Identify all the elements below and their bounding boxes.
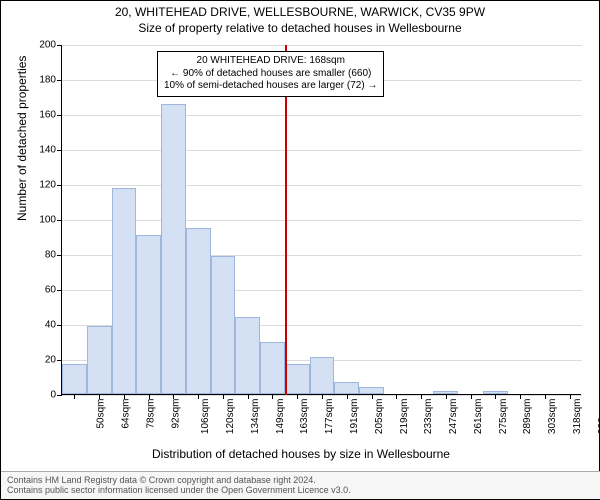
x-tick-label: 318sqm	[572, 399, 583, 435]
grid-line	[62, 185, 582, 186]
y-tick	[57, 80, 62, 81]
x-tick-label: 149sqm	[275, 399, 286, 435]
x-tick	[198, 394, 199, 399]
x-tick	[570, 394, 571, 399]
x-tick	[99, 394, 100, 399]
x-tick-label: 191sqm	[349, 399, 360, 435]
y-tick	[57, 115, 62, 116]
histogram-bar	[285, 364, 310, 394]
x-tick	[446, 394, 447, 399]
y-tick	[57, 45, 62, 46]
chart-area: 02040608010012014016018020050sqm64sqm78s…	[61, 45, 581, 395]
y-tick-label: 20	[26, 355, 56, 366]
x-tick-label: 64sqm	[121, 399, 132, 429]
x-tick-label: 106sqm	[201, 399, 212, 435]
x-tick-label: 261sqm	[473, 399, 484, 435]
y-tick	[57, 290, 62, 291]
grid-line	[62, 45, 582, 46]
y-tick-label: 120	[26, 180, 56, 191]
x-tick-label: 233sqm	[423, 399, 434, 435]
histogram-bar	[334, 382, 359, 394]
figure-container: 20, WHITEHEAD DRIVE, WELLESBOURNE, WARWI…	[0, 0, 600, 500]
y-tick-label: 200	[26, 40, 56, 51]
y-tick-label: 160	[26, 110, 56, 121]
y-tick	[57, 185, 62, 186]
footer-line-1: Contains HM Land Registry data © Crown c…	[7, 475, 595, 485]
x-tick	[471, 394, 472, 399]
y-tick	[57, 150, 62, 151]
histogram-bar	[136, 235, 161, 394]
y-tick	[57, 395, 62, 396]
grid-line	[62, 115, 582, 116]
histogram-bar	[260, 342, 285, 395]
y-tick	[57, 325, 62, 326]
histogram-bar	[310, 357, 335, 394]
histogram-bar	[186, 228, 211, 394]
x-tick	[347, 394, 348, 399]
x-axis-label: Distribution of detached houses by size …	[1, 447, 600, 461]
x-tick	[297, 394, 298, 399]
x-tick-label: 177sqm	[324, 399, 335, 435]
x-tick	[74, 394, 75, 399]
histogram-bar	[359, 387, 384, 394]
histogram-bar	[235, 317, 260, 394]
grid-line	[62, 150, 582, 151]
y-tick-label: 100	[26, 215, 56, 226]
x-tick	[495, 394, 496, 399]
x-tick-label: 247sqm	[448, 399, 459, 435]
y-tick-label: 60	[26, 285, 56, 296]
x-tick-label: 303sqm	[547, 399, 558, 435]
y-tick	[57, 255, 62, 256]
grid-line	[62, 220, 582, 221]
x-tick	[248, 394, 249, 399]
x-tick	[173, 394, 174, 399]
x-tick	[322, 394, 323, 399]
callout-line: 20 WHITEHEAD DRIVE: 168sqm	[164, 55, 377, 68]
y-tick-label: 180	[26, 75, 56, 86]
x-tick-label: 78sqm	[145, 399, 156, 429]
x-tick	[520, 394, 521, 399]
x-tick-label: 50sqm	[96, 399, 107, 429]
x-tick-label: 92sqm	[170, 399, 181, 429]
page-title: 20, WHITEHEAD DRIVE, WELLESBOURNE, WARWI…	[1, 5, 599, 19]
marker-callout: 20 WHITEHEAD DRIVE: 168sqm← 90% of detac…	[157, 51, 384, 97]
footer-line-2: Contains public sector information licen…	[7, 485, 595, 495]
callout-line: 10% of semi-detached houses are larger (…	[164, 80, 377, 93]
footer-attribution: Contains HM Land Registry data © Crown c…	[1, 471, 600, 499]
x-tick-label: 205sqm	[374, 399, 385, 435]
histogram-plot: 02040608010012014016018020050sqm64sqm78s…	[61, 45, 581, 395]
histogram-bar	[87, 326, 112, 394]
callout-line: ← 90% of detached houses are smaller (66…	[164, 68, 377, 81]
x-tick	[372, 394, 373, 399]
x-tick	[396, 394, 397, 399]
y-tick-label: 80	[26, 250, 56, 261]
x-tick-label: 289sqm	[522, 399, 533, 435]
x-tick-label: 219sqm	[399, 399, 410, 435]
x-tick	[124, 394, 125, 399]
histogram-bar	[161, 104, 186, 395]
page-subtitle: Size of property relative to detached ho…	[1, 21, 599, 35]
y-tick-label: 0	[26, 390, 56, 401]
x-tick	[272, 394, 273, 399]
x-tick	[421, 394, 422, 399]
x-tick-label: 275sqm	[498, 399, 509, 435]
histogram-bar	[211, 256, 236, 394]
histogram-bar	[62, 364, 87, 394]
y-tick-label: 140	[26, 145, 56, 156]
x-tick	[545, 394, 546, 399]
histogram-bar	[112, 188, 137, 395]
x-tick-label: 120sqm	[225, 399, 236, 435]
y-tick-label: 40	[26, 320, 56, 331]
x-tick-label: 134sqm	[250, 399, 261, 435]
y-tick	[57, 360, 62, 361]
x-tick-label: 163sqm	[300, 399, 311, 435]
marker-line	[285, 45, 287, 395]
y-tick	[57, 220, 62, 221]
x-tick	[223, 394, 224, 399]
x-tick	[149, 394, 150, 399]
